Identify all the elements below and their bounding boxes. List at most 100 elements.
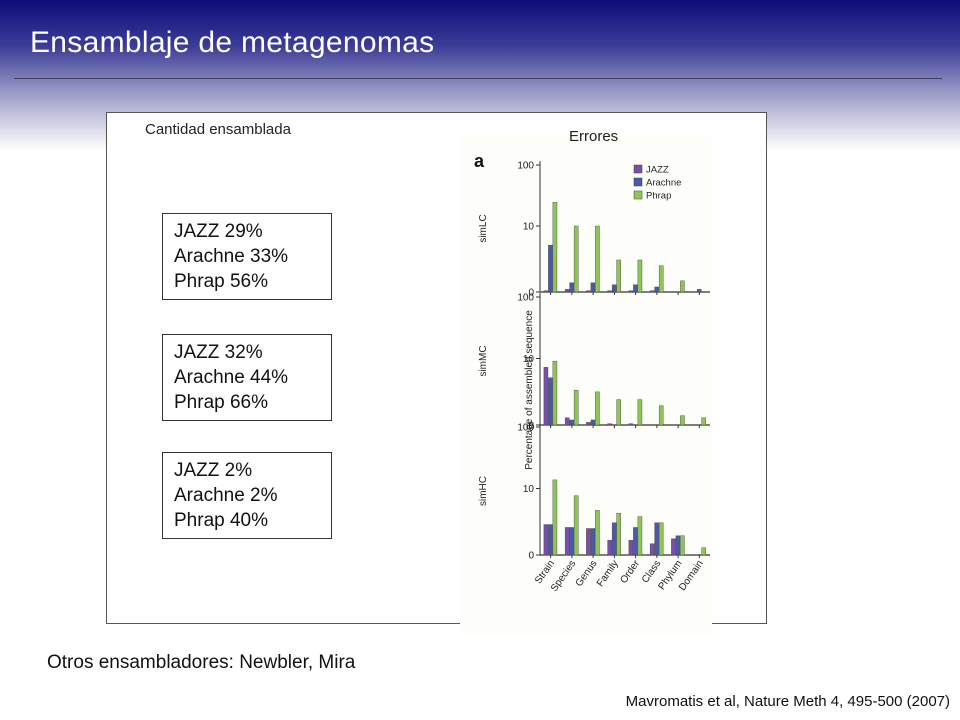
stat-line-jazz: JAZZ 29% <box>174 221 263 242</box>
bar-arachne <box>654 522 659 556</box>
bar-phrap <box>616 399 621 426</box>
stat-line-arachne: Arachne 44% <box>174 367 289 388</box>
stat-line-jazz: JAZZ 32% <box>174 342 263 363</box>
bar-phrap <box>701 417 706 426</box>
bar-jazz <box>649 290 655 293</box>
legend-swatch-jazz <box>633 164 643 174</box>
y-tick-label: 100 <box>517 293 534 304</box>
bar-arachne <box>696 289 702 293</box>
bar-phrap <box>637 516 643 556</box>
bar-jazz <box>543 367 549 426</box>
legend-swatch-phrap <box>633 190 643 200</box>
bar-jazz <box>628 540 634 556</box>
bar-phrap <box>701 547 706 556</box>
bar-phrap <box>595 225 600 293</box>
bar-phrap <box>616 513 621 556</box>
bar-phrap <box>616 259 621 293</box>
stat-box-simhc: JAZZ 2% Arachne 2% Phrap 40% <box>162 452 332 539</box>
bar-phrap <box>658 405 664 426</box>
stat-box-simlc: JAZZ 29% Arachne 33% Phrap 56% <box>162 213 332 300</box>
bar-arachne <box>590 419 596 426</box>
bar-phrap <box>680 280 685 293</box>
bar-arachne <box>654 286 659 293</box>
panel-name-label: simLC <box>478 214 489 242</box>
legend-label: Phrap <box>646 191 671 202</box>
bar-jazz <box>607 423 612 426</box>
x-category-label: Genus <box>574 558 600 588</box>
panel-name-label: simMC <box>478 345 489 376</box>
bar-arachne <box>548 377 553 426</box>
bar-phrap <box>637 259 643 293</box>
y-tick-label: 10 <box>523 222 535 233</box>
bar-jazz <box>543 290 549 293</box>
stat-line-arachne: Arachne 2% <box>174 485 278 506</box>
bar-phrap <box>658 265 664 293</box>
bar-phrap <box>595 391 600 426</box>
stat-line-phrap: Phrap 40% <box>174 510 269 531</box>
y-axis-label: Percentage of assembled sequence <box>524 310 535 470</box>
bar-phrap <box>680 535 685 556</box>
bar-arachne <box>633 527 638 556</box>
legend-label: JAZZ <box>646 165 669 176</box>
bar-jazz <box>543 524 549 556</box>
bar-jazz <box>564 417 570 426</box>
bar-jazz <box>607 290 612 293</box>
stat-line-jazz: JAZZ 2% <box>174 460 253 481</box>
y-tick-label: 10 <box>523 484 535 495</box>
bar-jazz <box>607 540 612 556</box>
bar-jazz <box>564 527 570 556</box>
bar-arachne <box>548 524 553 556</box>
bar-jazz <box>649 543 655 556</box>
errors-label: Errores <box>569 128 619 145</box>
bar-jazz <box>628 423 634 426</box>
bar-phrap <box>552 479 558 556</box>
x-category-label: Order <box>618 558 642 586</box>
bar-arachne <box>611 284 617 293</box>
bar-jazz <box>586 290 591 293</box>
bar-phrap <box>680 415 685 426</box>
bar-arachne <box>590 282 596 293</box>
y-tick-label: 0 <box>528 421 534 432</box>
assembled-amount-label: Cantidad ensamblada <box>145 121 291 138</box>
y-tick-label: 100 <box>517 423 534 434</box>
title-divider <box>14 78 942 79</box>
bar-phrap <box>595 510 600 556</box>
error-chart-figure: a Percentage of assembled sequence 100 10 0 s… <box>460 135 712 635</box>
bar-jazz <box>628 290 634 293</box>
stat-line-arachne: Arachne 33% <box>174 246 289 267</box>
slide-title: Ensamblaje de metagenomas <box>30 26 435 59</box>
y-tick-label: 10 <box>523 354 535 365</box>
bar-jazz <box>671 538 676 556</box>
bar-jazz <box>586 528 591 556</box>
bar-arachne <box>633 284 638 293</box>
other-assemblers-text: Otros ensambladores: Newbler, Mira <box>47 652 356 673</box>
x-category-label: Family <box>595 558 621 588</box>
panel-letter: a <box>474 151 485 171</box>
y-tick-label: 100 <box>517 161 534 172</box>
stat-line-phrap: Phrap 56% <box>174 271 269 292</box>
y-tick-label: 0 <box>528 288 534 299</box>
bar-arachne <box>569 527 574 556</box>
bar-arachne <box>569 282 574 293</box>
bar-arachne <box>590 528 596 556</box>
panel-name-label: simHC <box>478 476 489 506</box>
stat-box-simmc: JAZZ 32% Arachne 44% Phrap 66% <box>162 334 332 421</box>
legend-label: Arachne <box>646 178 681 189</box>
bar-phrap <box>552 202 558 293</box>
citation-text: Mavromatis et al, Nature Meth 4, 495-500… <box>625 693 950 710</box>
bar-jazz <box>586 422 591 426</box>
bar-arachne <box>675 535 681 556</box>
bar-jazz <box>564 289 570 293</box>
bar-phrap <box>573 390 579 426</box>
bar-arachne <box>611 522 617 556</box>
bar-phrap <box>637 399 643 426</box>
legend-swatch-arachne <box>633 177 643 187</box>
y-tick-label: 0 <box>528 551 534 562</box>
bar-phrap <box>552 360 558 426</box>
bar-arachne <box>548 244 553 293</box>
bar-phrap <box>573 225 579 293</box>
stat-line-phrap: Phrap 66% <box>174 392 269 413</box>
bar-arachne <box>569 419 574 426</box>
bar-phrap <box>658 522 664 556</box>
